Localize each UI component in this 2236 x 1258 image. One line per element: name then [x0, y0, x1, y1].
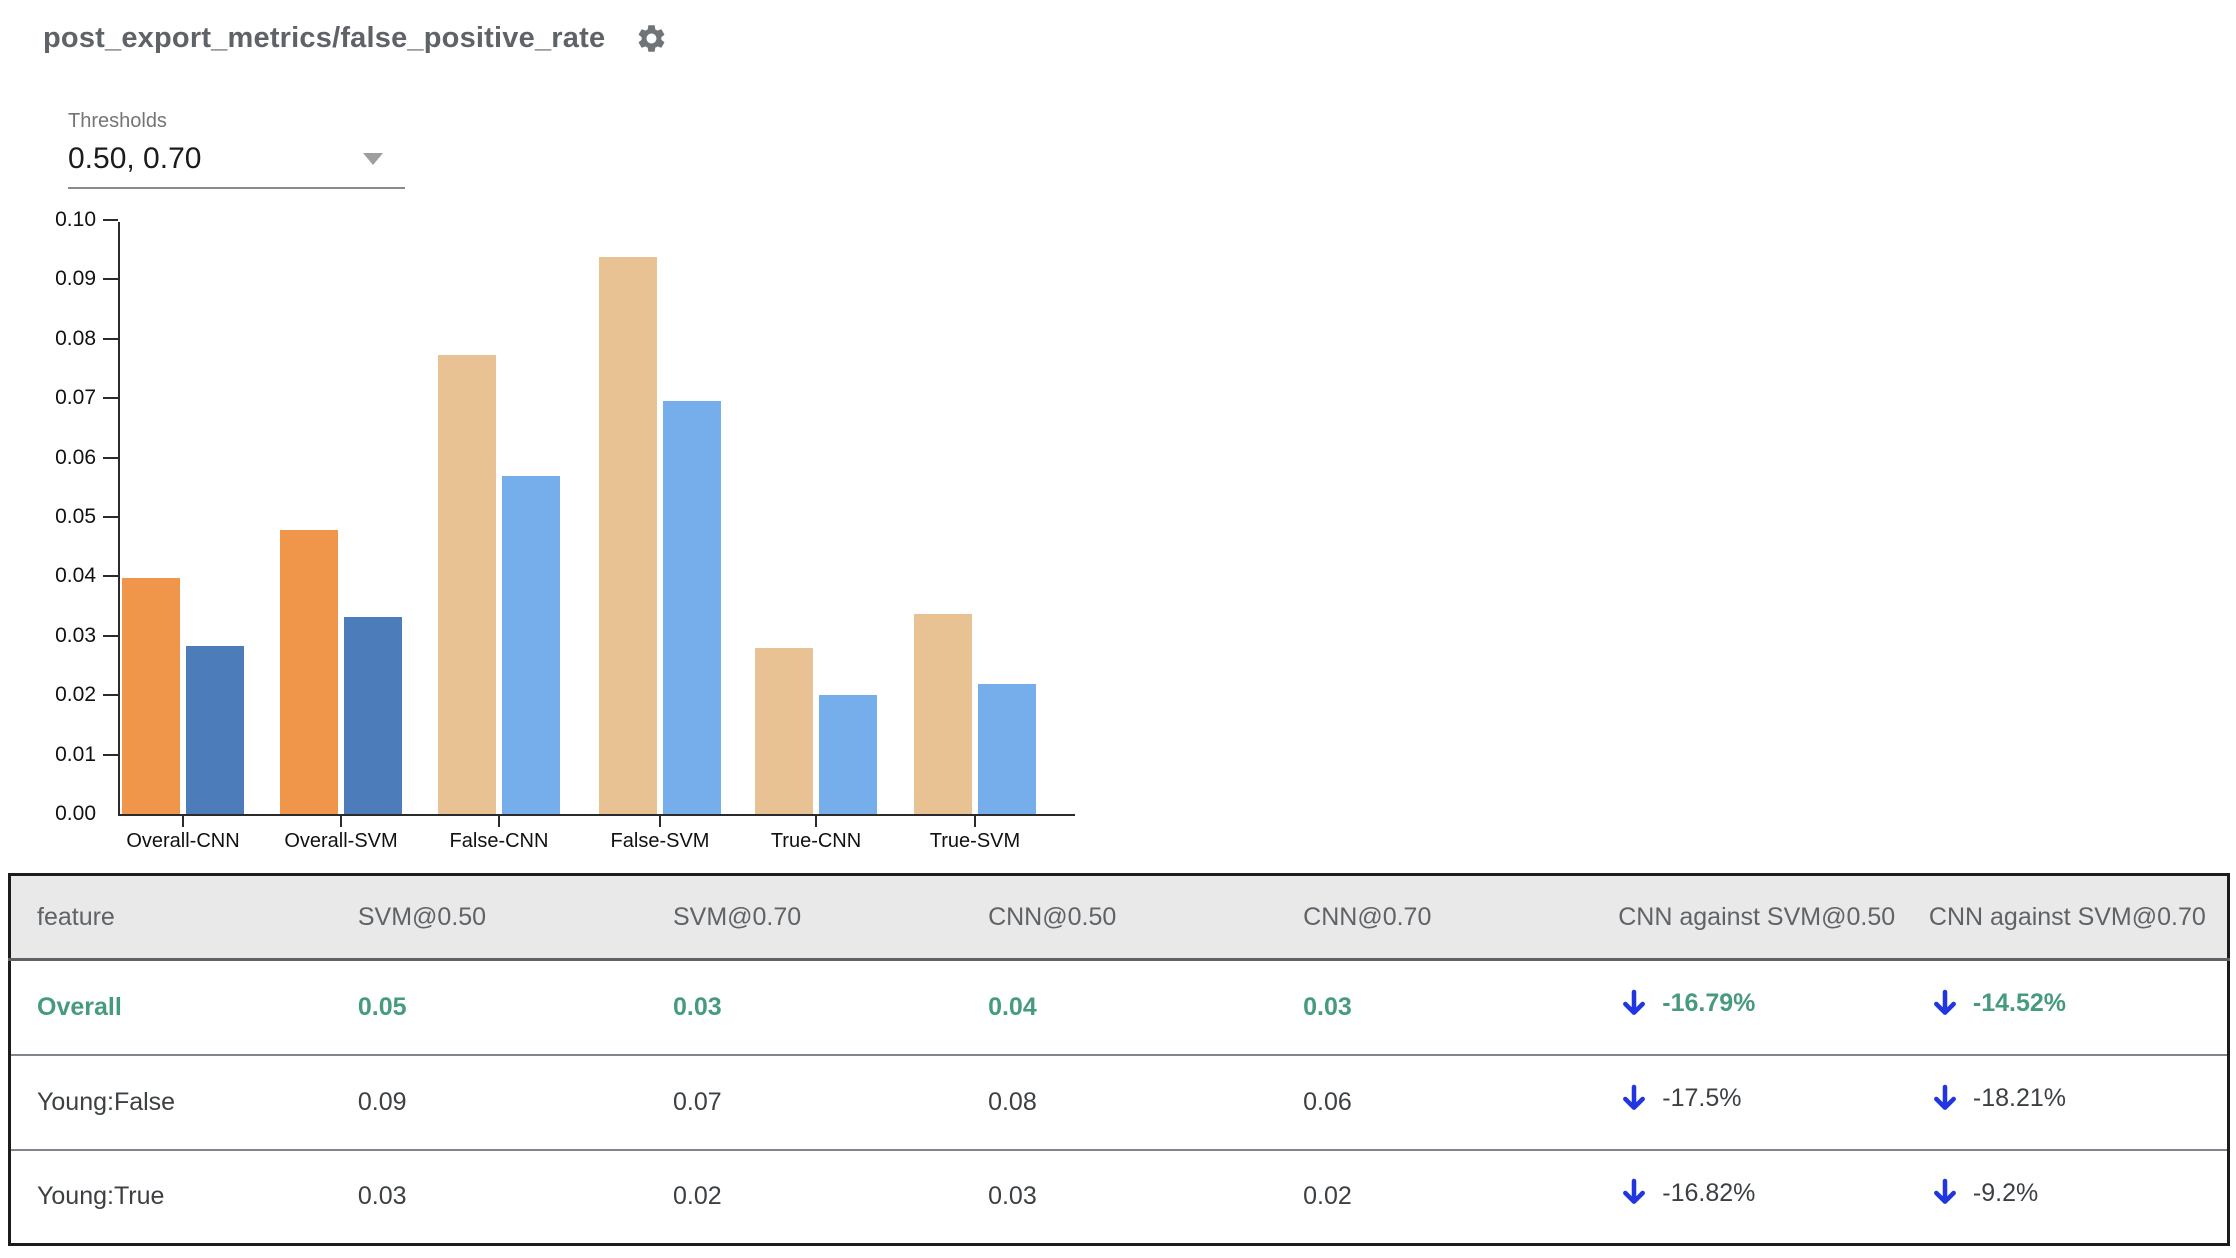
panel-header: post_export_metrics/false_positive_rate: [43, 22, 668, 55]
table-row-young-true[interactable]: Young:True 0.03 0.02 0.03 0.02 -16.82% -…: [9, 1148, 2229, 1245]
col-header-svm-070: SVM@0.70: [672, 874, 989, 961]
y-axis-tick: [103, 694, 118, 697]
chevron-down-icon: [363, 153, 383, 165]
value-cell: 0.02: [672, 1148, 989, 1245]
value-cell: 0.03: [988, 1148, 1304, 1245]
x-axis-tick: [974, 816, 976, 827]
bar-True-SVM@0.70[interactable]: [978, 683, 1036, 814]
value-cell: 0.04: [988, 992, 1037, 1021]
y-axis-label: 0.06: [55, 445, 96, 469]
y-axis-tick: [103, 219, 118, 221]
x-axis-tick: [815, 816, 817, 827]
y-axis-tick: [103, 278, 118, 281]
x-axis-category-label: False-SVM: [610, 830, 710, 852]
value-cell: 0.09: [357, 1053, 673, 1150]
feature-cell: Overall: [37, 992, 122, 1021]
col-header-feature: feature: [9, 874, 358, 961]
y-axis-label: 0.02: [55, 683, 96, 707]
bar-Overall-SVM@0.50[interactable]: [280, 530, 338, 814]
x-axis-category-label: False-CNN: [449, 830, 549, 852]
bar-True-CNN@0.70[interactable]: [819, 695, 877, 814]
y-axis-label: 0.08: [55, 326, 96, 350]
metrics-table: feature SVM@0.50 SVM@0.70 CNN@0.50 CNN@0…: [8, 873, 2230, 1246]
y-axis-label: 0.07: [55, 386, 96, 410]
col-header-cnn-050: CNN@0.50: [988, 874, 1304, 961]
y-axis-tick: [103, 456, 118, 459]
comparison-value: -16.79%: [1662, 989, 1756, 1018]
y-axis-label: 0.05: [55, 505, 96, 528]
feature-cell: Young:True: [9, 1148, 358, 1245]
gear-icon[interactable]: [635, 22, 668, 55]
value-cell: 0.03: [1303, 992, 1352, 1021]
x-axis-tick: [498, 816, 500, 827]
y-axis-label: 0.04: [55, 564, 96, 588]
value-cell: 0.03: [357, 1148, 673, 1245]
comparison-value: -9.2%: [1972, 1178, 2039, 1207]
y-axis-tick: [103, 516, 118, 518]
table-row-young-false[interactable]: Young:False 0.09 0.07 0.08 0.06 -17.5% -…: [9, 1053, 2229, 1150]
down-arrow-icon: [1933, 1084, 1956, 1110]
y-axis-label: 0.09: [55, 267, 96, 291]
bar-Overall-CNN@0.70[interactable]: [186, 645, 244, 814]
x-axis-category-label: True-CNN: [770, 830, 862, 852]
value-cell: 0.03: [672, 992, 722, 1021]
bar-False-CNN@0.50[interactable]: [438, 354, 496, 814]
metric-title: post_export_metrics/false_positive_rate: [43, 22, 606, 54]
bar-False-SVM@0.70[interactable]: [663, 401, 721, 814]
comparison-value: -17.5%: [1662, 1084, 1742, 1112]
bar-True-SVM@0.50[interactable]: [914, 613, 972, 814]
col-header-cnn-vs-svm-050: CNN against SVM@0.50: [1618, 874, 1929, 961]
y-axis-tick: [103, 634, 118, 637]
table-row-overall[interactable]: Overall 0.05 0.03 0.04 0.03 -16.79% -14.…: [10, 960, 2229, 1055]
comparison-cell: -14.52%: [1929, 960, 2229, 1055]
comparison-value: -18.21%: [1972, 1084, 2067, 1112]
y-axis-label: 0.03: [55, 623, 96, 647]
feature-cell: Young:False: [9, 1053, 358, 1150]
bar-False-CNN@0.70[interactable]: [502, 476, 560, 814]
x-axis-tick: [659, 816, 661, 827]
value-cell: 0.08: [988, 1053, 1304, 1150]
comparison-cell: -16.82%: [1618, 1148, 1929, 1245]
down-arrow-icon: [1623, 1084, 1646, 1110]
down-arrow-icon: [1623, 1178, 1646, 1205]
comparison-cell: -18.21%: [1928, 1053, 2229, 1150]
thresholds-select[interactable]: Thresholds 0.50, 0.70: [68, 110, 405, 189]
y-axis-tick: [103, 337, 118, 340]
value-cell: 0.06: [1303, 1053, 1619, 1150]
bar-Overall-SVM@0.70[interactable]: [344, 616, 402, 814]
x-axis-category-label: Overall-SVM: [284, 830, 398, 852]
col-header-svm-050: SVM@0.50: [357, 874, 673, 961]
col-header-cnn-070: CNN@0.70: [1303, 874, 1619, 961]
y-axis-label: 0.10: [55, 208, 96, 231]
y-axis-label: 0.01: [55, 742, 96, 766]
bar-chart: 0.00 0.01 0.02 0.03 0.04 0.05 0.06 0.07 0.08 0.09…: [55, 208, 1075, 852]
down-arrow-icon: [1933, 989, 1956, 1015]
comparison-cell: -17.5%: [1618, 1053, 1929, 1150]
down-arrow-icon: [1623, 989, 1646, 1015]
table-header-row: feature SVM@0.50 SVM@0.70 CNN@0.50 CNN@0…: [9, 874, 2229, 961]
x-axis-category-label: Overall-CNN: [126, 830, 240, 852]
x-axis-tick: [182, 816, 184, 827]
x-axis-tick: [340, 816, 342, 827]
col-header-cnn-vs-svm-070: CNN against SVM@0.70: [1928, 874, 2229, 961]
thresholds-value: 0.50, 0.70: [68, 142, 202, 175]
comparison-value: -14.52%: [1972, 989, 2067, 1018]
bar-True-CNN@0.50[interactable]: [755, 648, 813, 814]
bar-False-SVM@0.50[interactable]: [599, 256, 657, 814]
value-cell: 0.07: [672, 1053, 989, 1150]
y-axis-label: 0.00: [55, 802, 96, 825]
x-axis-category-label: True-SVM: [929, 830, 1021, 852]
y-axis-tick: [103, 753, 118, 756]
down-arrow-icon: [1933, 1178, 1956, 1205]
value-cell: 0.02: [1303, 1148, 1619, 1245]
value-cell: 0.05: [357, 992, 407, 1021]
y-axis-tick: [103, 397, 118, 400]
thresholds-label: Thresholds: [68, 110, 167, 132]
comparison-cell: -16.79%: [1618, 960, 1929, 1055]
comparison-value: -16.82%: [1662, 1178, 1756, 1207]
bar-Overall-CNN@0.50[interactable]: [122, 577, 180, 814]
y-axis-tick: [103, 575, 118, 578]
comparison-cell: -9.2%: [1928, 1148, 2229, 1245]
